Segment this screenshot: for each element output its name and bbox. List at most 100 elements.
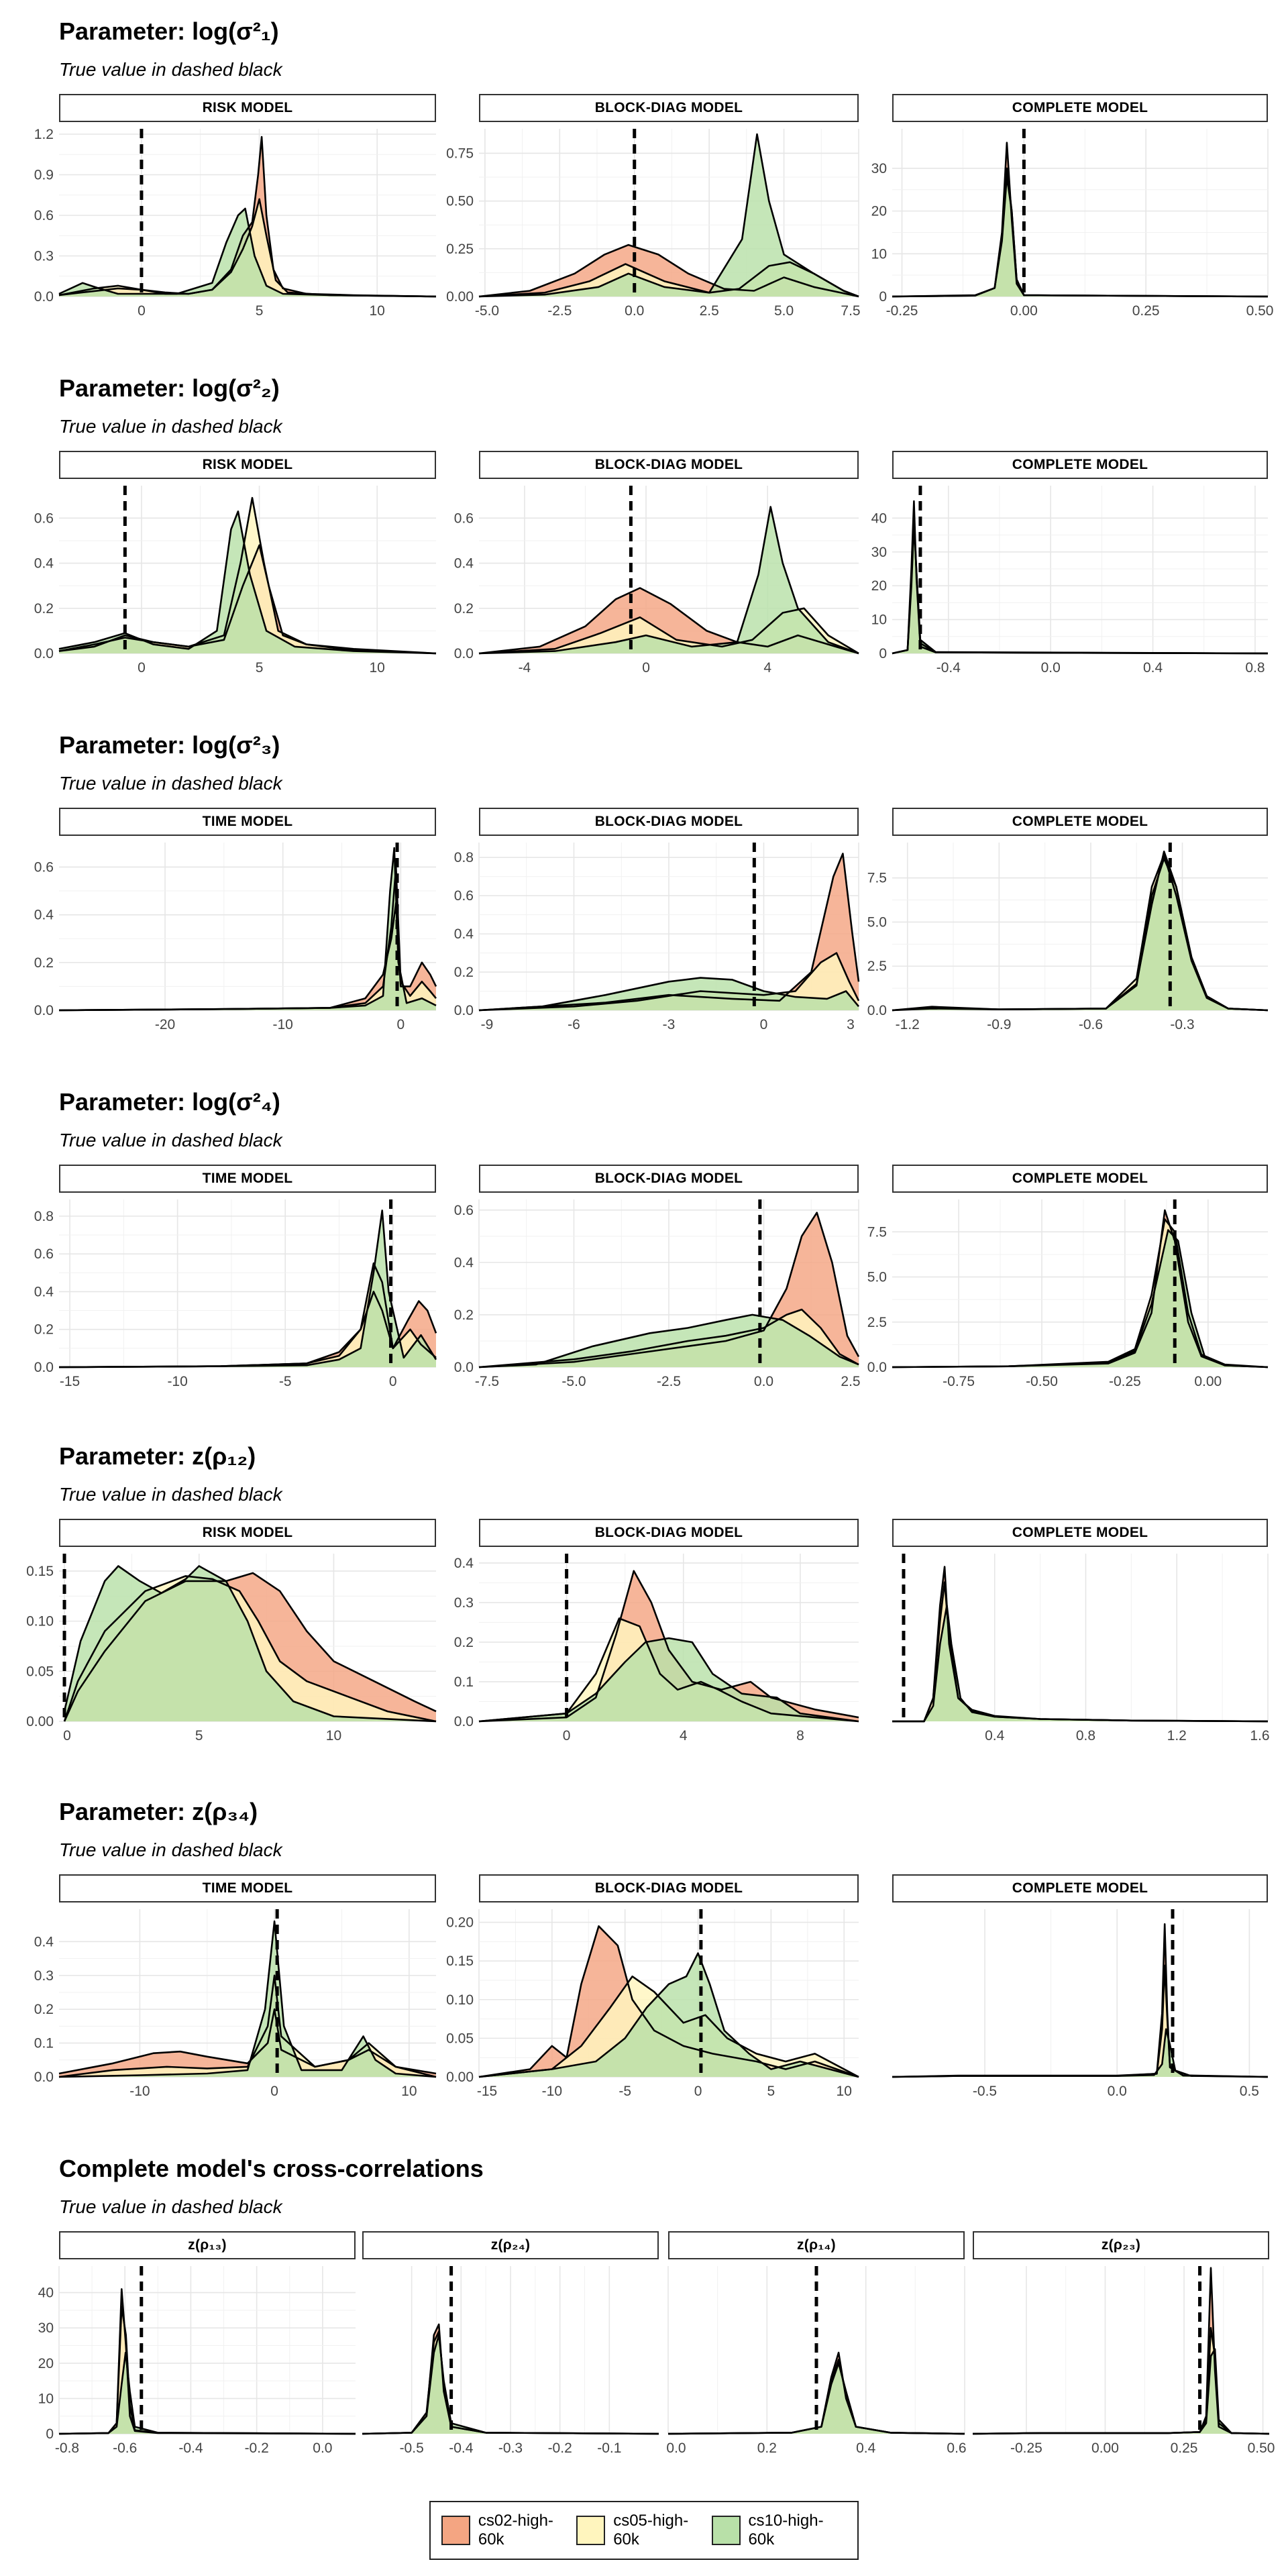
section-title: Parameter: log(σ²₂) (59, 374, 280, 402)
plot-area: 0.4 0.8 1.2 1.6 (892, 1554, 1270, 1743)
x-tick-label: 0.6 (947, 2440, 966, 2456)
density-area-series-1 (892, 1219, 1268, 1367)
x-tick-label: -0.75 (943, 1374, 975, 1389)
x-tick-label: 0 (694, 2084, 702, 2099)
x-tick-label: -0.2 (245, 2440, 269, 2456)
density-line-series-1 (892, 1218, 1269, 1368)
plot-area: 0 5 10 0.00 0.05 0.10 0.15 (26, 1554, 437, 1743)
x-tick-label: 2.5 (700, 303, 719, 319)
panel-strip-title: COMPLETE MODEL (892, 451, 1268, 479)
density-line-series-1 (478, 607, 859, 655)
density-line-series-2 (478, 506, 859, 655)
plot-area: 0 4 8 0.0 0.1 0.2 0.3 0.4 (454, 1554, 859, 1743)
density-line-series-0 (58, 2288, 356, 2435)
panel-strip-title: BLOCK-DIAG MODEL (479, 1165, 859, 1193)
legend-key-cs10 (711, 2516, 741, 2545)
panel-strip-title: z(ρ₁₃) (59, 2231, 356, 2259)
y-tick-label: 0.2 (34, 2002, 54, 2017)
density-line-series-1 (58, 198, 437, 298)
density-area-series-2 (892, 858, 1268, 1010)
y-tick-label: 40 (38, 2286, 54, 2301)
x-tick-label: 0.0 (754, 1374, 773, 1389)
y-tick-label: 0.6 (34, 1246, 54, 1262)
x-tick-label: -6 (568, 1017, 580, 1032)
section-subtitle: True value in dashed black (59, 59, 282, 80)
density-line-series-1 (63, 1575, 437, 1723)
density-line-series-1 (478, 1617, 859, 1723)
density-area-series-2 (59, 208, 436, 297)
plot-area: -20 -10 0 0.0 0.2 0.4 0.6 (34, 843, 437, 1032)
x-tick-label: -15 (477, 2084, 497, 2099)
density-line-series-1 (58, 496, 437, 655)
plot-area: -7.5 -5.0 -2.5 0.0 2.5 0.0 0.2 0.4 0.6 (454, 1199, 861, 1389)
chart-panel: TIME MODEL -20 -10 0 0.0 0.2 0.4 0.6 (34, 808, 437, 1037)
legend: cs02-high-60k cs05-high-60k cs10-high-60… (429, 2501, 859, 2560)
density-line-series-2 (892, 857, 1269, 1012)
y-tick-label: 30 (871, 545, 887, 560)
chart-panel: BLOCK-DIAG MODEL -9 -6 -3 0 3 0.0 0.2 0.4 0.6 0.8 (454, 808, 860, 1037)
panel-strip-title: RISK MODEL (59, 1519, 436, 1547)
y-tick-label: 0.2 (34, 1322, 54, 1338)
density-area-series-0 (479, 245, 859, 297)
density-line-series-0 (478, 1212, 860, 1368)
y-tick-label: 1.2 (34, 127, 54, 142)
panel-strip-title: RISK MODEL (59, 94, 436, 122)
y-tick-label: 0.6 (454, 511, 474, 526)
y-tick-label: 0.6 (34, 208, 54, 223)
y-tick-label: 0.4 (34, 1284, 54, 1299)
y-tick-label: 0.8 (34, 1209, 54, 1224)
x-tick-label: -4 (519, 660, 531, 676)
density-area-series-1 (892, 1965, 1268, 2077)
density-area-series-2 (64, 1566, 436, 1721)
x-tick-label: -10 (167, 1374, 187, 1389)
y-tick-label: 7.5 (867, 1224, 887, 1240)
x-tick-label: -5 (279, 1374, 292, 1389)
density-line-series-0 (478, 587, 859, 655)
x-tick-label: -9 (481, 1017, 494, 1032)
x-tick-label: -0.2 (548, 2440, 572, 2456)
plot-area: -5.0 -2.5 0.0 2.5 5.0 7.5 0.00 0.25 0.50 0.75 (446, 129, 861, 319)
x-tick-label: -0.5 (973, 2084, 997, 2099)
plot-area: -1.2 -0.9 -0.6 -0.3 0.0 2.5 5.0 7.5 (867, 843, 1269, 1032)
density-line-series-2 (892, 2028, 1269, 2078)
x-tick-label: 5 (767, 2084, 775, 2099)
x-tick-label: 0.25 (1132, 303, 1160, 319)
y-tick-label: 0.2 (34, 601, 54, 616)
density-line-series-0 (478, 244, 859, 298)
y-tick-label: 5.0 (867, 914, 887, 930)
y-tick-label: 0.0 (454, 646, 474, 661)
y-tick-label: 0.15 (26, 1564, 54, 1579)
y-tick-label: 0.05 (26, 1664, 54, 1679)
y-tick-label: 0.1 (34, 2036, 54, 2051)
x-tick-label: 5 (195, 1728, 203, 1743)
y-tick-label: 2.5 (867, 959, 887, 974)
y-tick-label: 0.05 (446, 2031, 474, 2046)
density-line-series-0 (972, 2267, 1270, 2435)
x-tick-label: 8 (796, 1728, 804, 1743)
x-tick-label: -0.5 (400, 2440, 424, 2456)
section-subtitle: True value in dashed black (59, 2196, 282, 2217)
density-line-series-2 (478, 1637, 859, 1723)
density-area-series-2 (479, 977, 859, 1010)
chart-panel: RISK MODEL 0 5 10 0.0 0.2 0.4 0.6 (34, 451, 437, 680)
x-tick-label: 0.00 (1091, 2440, 1119, 2456)
density-area-series-1 (59, 2306, 356, 2434)
x-tick-label: 0.2 (757, 2440, 777, 2456)
x-tick-label: -0.3 (498, 2440, 523, 2456)
x-tick-label: -10 (273, 1017, 293, 1032)
x-tick-label: 0 (760, 1017, 768, 1032)
y-tick-label: 20 (38, 2356, 54, 2371)
plot-area: 0 5 10 0.0 0.3 0.6 0.9 1.2 (34, 127, 437, 319)
x-tick-label: 0.25 (1171, 2440, 1198, 2456)
density-line-series-1 (478, 1308, 859, 1368)
legend-key-cs05 (576, 2516, 606, 2545)
density-line-series-1 (478, 1975, 859, 2078)
x-tick-label: 0.0 (313, 2440, 332, 2456)
legend-item: cs02-high-60k (441, 2512, 576, 2549)
legend-label: cs10-high-60k (748, 2512, 824, 2548)
y-tick-label: 30 (38, 2320, 54, 2336)
y-tick-label: 0.0 (34, 646, 54, 661)
y-tick-label: 0 (46, 2426, 54, 2442)
chart-panel: BLOCK-DIAG MODEL -7.5 -5.0 -2.5 0.0 2.5 0.0 0.2… (454, 1165, 861, 1394)
density-area-series-2 (362, 2334, 659, 2434)
